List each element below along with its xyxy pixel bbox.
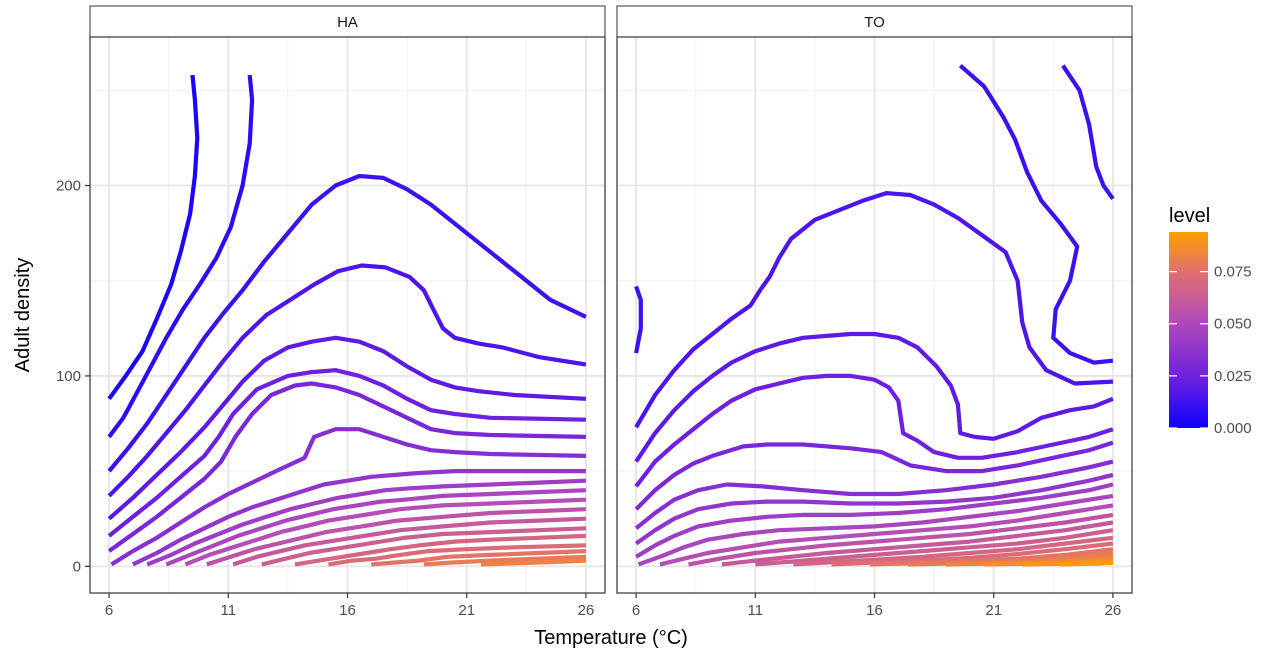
contour-line: [107, 173, 587, 473]
panel-to-contours: [634, 64, 1115, 567]
x-tick-label: 6: [105, 602, 113, 619]
contour-line: [635, 482, 1114, 559]
x-tick-label: 6: [632, 602, 640, 619]
contour-line: [110, 427, 586, 567]
contour-line: [146, 478, 586, 567]
panel-ha: HA 6 11 16 21 26: [89, 5, 606, 619]
contour-line: [165, 488, 586, 567]
contour-line: [232, 516, 586, 567]
legend-tick-label: 0.000: [1214, 420, 1252, 437]
x-tick-label: 11: [747, 602, 763, 619]
contour-line: [634, 285, 643, 354]
contour-line: [294, 533, 586, 567]
contour-line: [206, 507, 586, 567]
contour-line: [107, 368, 586, 538]
contour-line: [184, 497, 586, 567]
contour-line: [261, 526, 586, 567]
panel-ha-contours: [107, 74, 587, 567]
contour-line: [793, 535, 1114, 567]
contour-line: [107, 74, 255, 439]
contour-line: [634, 331, 1114, 463]
panel-to-label: TO: [864, 14, 885, 31]
contour-line: [637, 493, 1114, 567]
legend-title: level: [1169, 205, 1210, 227]
x-tick-label: 26: [578, 602, 595, 619]
legend-colorbar: [1169, 232, 1208, 428]
contour-line: [1061, 64, 1115, 201]
x-tick-label: 26: [1105, 602, 1122, 619]
contour-line: [107, 381, 586, 553]
legend-tick-label: 0.025: [1214, 368, 1252, 385]
contour-line: [423, 554, 586, 567]
panel-ha-strip: [89, 5, 606, 38]
panel-to-x-axis: 6 11 16 21 26: [632, 593, 1121, 619]
legend-ticks: 0.000 0.025 0.050 0.075: [1169, 264, 1252, 437]
contour-line: [1060, 560, 1113, 567]
x-tick-label: 16: [866, 602, 883, 619]
contour-line: [755, 528, 1114, 567]
y-tick-label: 100: [56, 368, 81, 385]
panel-ha-x-axis: 6 11 16 21 26: [105, 593, 594, 619]
panel-to: TO 6 11 16 21 26: [616, 5, 1133, 619]
y-axis-title: Adult density: [12, 258, 34, 373]
panel-ha-label: HA: [337, 14, 358, 31]
legend-tick-label: 0.050: [1214, 316, 1252, 333]
panel-to-strip: [616, 5, 1133, 38]
contour-line: [659, 503, 1114, 567]
y-axis: 0 100 200: [56, 178, 90, 575]
contour-line: [688, 512, 1114, 567]
contour-line: [634, 440, 1114, 511]
contour-line: [107, 263, 587, 498]
x-tick-label: 16: [339, 602, 356, 619]
contour-line: [634, 191, 1114, 429]
contour-line: [371, 549, 586, 567]
contour-line: [958, 64, 1114, 365]
y-tick-label: 200: [56, 178, 81, 195]
contour-line: [634, 459, 1114, 530]
x-axis-title: Temperature (°C): [534, 627, 688, 649]
legend-tick-label: 0.075: [1214, 264, 1252, 281]
contour-line: [721, 520, 1114, 567]
contour-line: [328, 543, 586, 567]
contour-line: [480, 558, 586, 567]
contour-line: [131, 469, 586, 567]
y-tick-label: 0: [73, 558, 81, 575]
contour-line: [107, 335, 587, 521]
contour-line: [107, 74, 200, 401]
legend: level 0.000 0.025 0.050 0.075: [1169, 205, 1252, 437]
contour-line: [634, 373, 1114, 488]
contour-line: [634, 472, 1114, 546]
x-tick-label: 11: [220, 602, 236, 619]
x-tick-label: 21: [458, 602, 475, 619]
x-tick-label: 21: [985, 602, 1002, 619]
